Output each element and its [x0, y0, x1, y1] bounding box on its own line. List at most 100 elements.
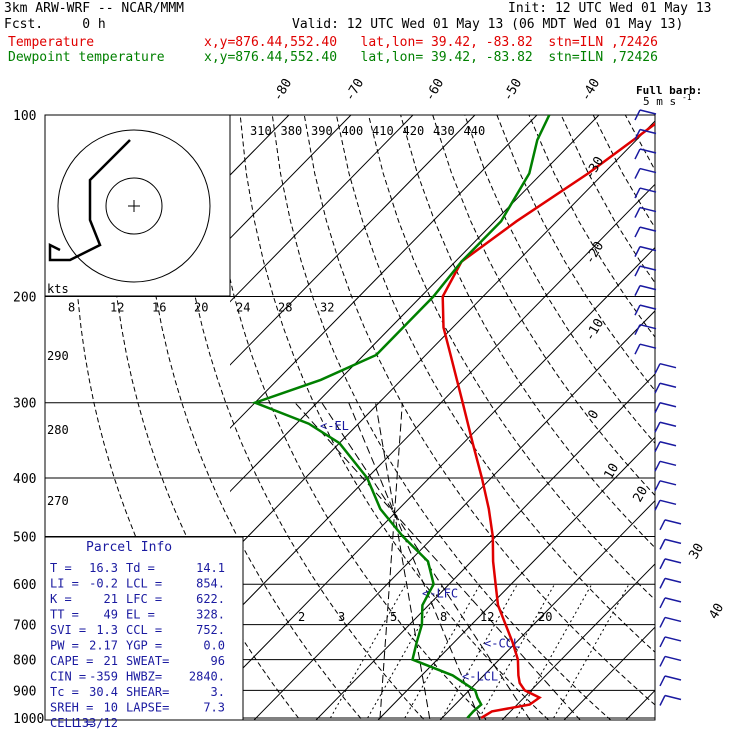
- speed-label: 12: [110, 301, 124, 315]
- wind-barb-shaft: [664, 636, 682, 642]
- wind-barb-shaft: [639, 323, 657, 330]
- dry-adiabat-line: [592, 115, 655, 229]
- wind-barb-flag: [634, 304, 641, 316]
- wind-barb: [659, 655, 682, 667]
- wind-barb-shaft: [639, 284, 657, 291]
- hodograph-trace: [48, 139, 131, 262]
- dry-adiabat-line: [722, 115, 740, 731]
- parcel-key: Tc =: [50, 685, 79, 699]
- wind-barb-shaft: [639, 304, 657, 310]
- wind-barb: [659, 558, 682, 570]
- wind-barb-flag: [659, 636, 666, 648]
- wind-barb-flag: [654, 480, 661, 492]
- wind-barb-shaft: [664, 577, 682, 584]
- mixing-ratio-label: 20: [538, 610, 552, 624]
- isotherm-label: 0: [585, 408, 602, 422]
- isotherm-line: [230, 115, 600, 493]
- isotherm-line: [230, 115, 538, 429]
- parcel-key: TT =: [50, 608, 79, 622]
- sounding-profiles: <-EL<-LFC<-CCL<-LCL: [251, 115, 655, 720]
- pressure-label: 1000: [13, 712, 44, 727]
- isotherm-label: -30: [582, 154, 607, 182]
- dry-adiabat-line: [175, 115, 425, 720]
- isotherm-line: [230, 115, 414, 303]
- wind-barb-shaft: [639, 206, 657, 213]
- theta-label: 390: [311, 124, 333, 138]
- pressure-label: 700: [13, 619, 36, 634]
- isotherm-line: [230, 120, 655, 556]
- theta-left-label: 290: [47, 349, 69, 363]
- parcel-value: -359: [89, 670, 118, 684]
- wind-barb-shaft: [659, 441, 677, 447]
- parcel-key: Td =: [126, 561, 155, 575]
- wind-barb: [634, 245, 657, 257]
- parcel-value: 328.: [196, 608, 225, 622]
- wind-barb-flag: [659, 675, 666, 687]
- wind-barb: [634, 343, 657, 355]
- hodograph-inset: kts: [44, 114, 231, 297]
- pressure-label: 900: [13, 684, 36, 699]
- isotherm-line: [439, 499, 655, 720]
- dry-adiabat-line: [143, 115, 363, 720]
- wind-barb: [654, 382, 677, 394]
- parcel-key: CELL =: [50, 716, 93, 730]
- parcel-value: 21: [104, 592, 118, 606]
- dewpoint-location: x,y=876.44,552.40 lat,lon= 39.42, -83.82…: [204, 50, 658, 65]
- wind-barb: [634, 128, 657, 140]
- wind-barbs: [634, 109, 682, 706]
- temperature-profile: [441, 122, 655, 720]
- wind-barb-flag: [654, 499, 661, 511]
- wind-barb-shaft: [639, 128, 657, 135]
- pressure-label: 300: [13, 397, 36, 412]
- wind-barb: [654, 499, 677, 511]
- wind-barb-flag: [654, 441, 661, 453]
- wind-barb-flag: [659, 539, 666, 550]
- speed-label: 24: [236, 301, 250, 315]
- parcel-key: HWBZ=: [126, 670, 162, 684]
- dry-adiabat-line: [689, 115, 740, 731]
- wind-barb-flag: [634, 109, 641, 121]
- mixing-ratio-label: 2: [298, 610, 305, 624]
- wind-barb: [634, 226, 657, 238]
- wind-barb-flag: [659, 519, 666, 531]
- wind-barb: [659, 675, 682, 687]
- hodograph-units: kts: [47, 282, 69, 296]
- parcel-key: LI =: [50, 577, 79, 591]
- isotherm-label: -80: [270, 76, 295, 104]
- parcel-key: LAPSE=: [126, 701, 169, 715]
- wind-barb-shaft: [639, 265, 657, 271]
- parcel-value: 7.3: [203, 701, 225, 715]
- wind-barb-shaft: [639, 187, 657, 193]
- moist-adiabats: [294, 402, 581, 720]
- parcel-marker: <-LCL: [462, 670, 498, 684]
- mixing-ratio-line: [441, 583, 518, 719]
- wind-barb-shaft: [664, 694, 682, 701]
- wind-barb-flag: [634, 246, 641, 257]
- temperature-location: x,y=876.44,552.40 lat,lon= 39.42, -83.82…: [204, 35, 658, 50]
- mixing-ratio-label: 8: [440, 610, 447, 624]
- mixing-ratio-line: [367, 583, 444, 719]
- wind-barb-shaft: [639, 245, 657, 252]
- parcel-value: 96: [211, 654, 225, 668]
- mixing-ratio-line: [553, 583, 630, 719]
- mixing-ratio-line: [515, 583, 593, 719]
- parcel-value: 3.: [211, 685, 225, 699]
- wind-barb: [634, 304, 657, 316]
- pressure-label: 200: [13, 291, 36, 306]
- isotherm-line: [230, 246, 655, 682]
- isotherm-label: 10: [601, 461, 622, 482]
- speed-label: 20: [194, 301, 208, 315]
- wind-barb-flag: [654, 460, 661, 472]
- mixing-ratio-label: 12: [480, 610, 494, 624]
- wind-barb: [654, 402, 677, 414]
- wind-barb-shaft: [639, 343, 657, 349]
- mixing-ratio-line: [329, 583, 407, 719]
- speed-label: 28: [278, 301, 292, 315]
- moist-adiabat-line: [348, 402, 481, 720]
- wind-barb-shaft: [639, 167, 657, 174]
- wind-barb-flag: [634, 129, 641, 140]
- wind-barb: [634, 167, 657, 179]
- parcel-key: LCL =: [126, 577, 162, 591]
- parcel-marker: <-EL: [320, 419, 349, 433]
- wind-barb: [659, 694, 682, 706]
